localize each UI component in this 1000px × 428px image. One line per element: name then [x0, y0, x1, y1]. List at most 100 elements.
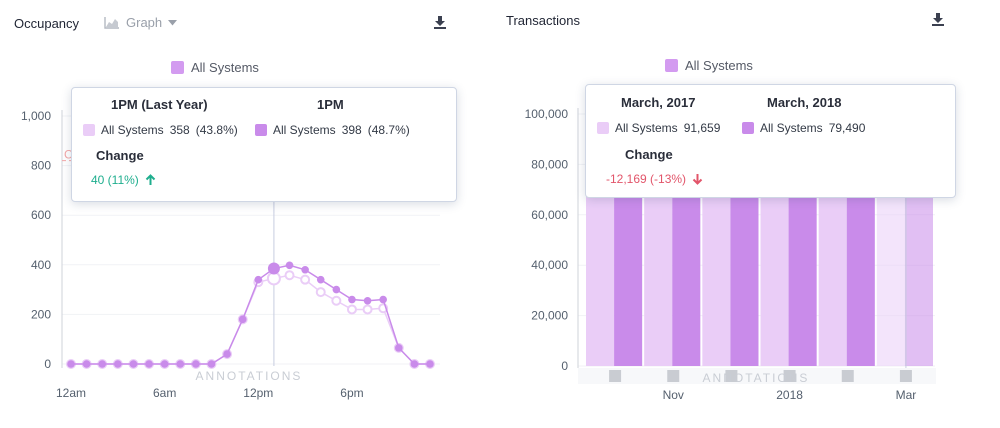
tooltip-left-value: 91,659 [683, 121, 721, 135]
y-tick-label: 600 [31, 208, 51, 222]
current-point [98, 360, 107, 368]
tooltip-left-row: All Systems 91,659 [597, 121, 720, 135]
current-point [316, 275, 325, 284]
occupancy-legend[interactable]: All Systems [171, 60, 259, 75]
annotation-marker [667, 370, 680, 382]
tooltip-right-value: 398 [341, 123, 362, 137]
current-point [176, 360, 185, 368]
x-tick-label: Mar [896, 388, 917, 402]
current-point [254, 275, 263, 284]
annotation-marker [841, 370, 854, 382]
transactions-chart[interactable]: 0 20,000 40,000 60,000 80,000 100,000 ANNOTATI… [490, 0, 1000, 428]
legend-swatch [665, 59, 678, 72]
legend-label: All Systems [191, 60, 259, 75]
y-tick-label: 100,000 [525, 107, 569, 121]
current-point [145, 360, 153, 368]
occupancy-panel: Occupancy Graph All Systems 0 200 400 600 80… [0, 0, 470, 428]
current-point [379, 295, 387, 304]
y-tick-label: 200 [31, 307, 51, 321]
current-point [223, 350, 231, 358]
tooltip-change-label: Change [96, 148, 144, 163]
current-point [238, 315, 247, 324]
view-select-label: Graph [126, 15, 163, 30]
annotation-marker [899, 370, 912, 382]
current-point [332, 285, 341, 294]
current-point [363, 296, 372, 305]
tooltip-right-value: 79,490 [828, 121, 866, 135]
y-tick-label: 400 [31, 258, 51, 272]
view-select-dropdown[interactable]: Graph [104, 15, 178, 30]
current-point [129, 360, 138, 368]
x-tick-label: 6pm [340, 386, 363, 400]
tooltip-right-header: March, 2018 [767, 95, 842, 110]
tooltip-left-series: All Systems [101, 123, 164, 137]
y-tick-label: 800 [31, 159, 51, 173]
download-icon[interactable] [931, 12, 945, 26]
current-point [394, 344, 403, 352]
last-year-point [331, 295, 342, 306]
current-point [82, 360, 91, 368]
transactions-tooltip: March, 2017 March, 2018 All Systems 91,6… [585, 84, 956, 198]
current-bar [846, 189, 875, 366]
current-bar [788, 173, 817, 366]
transactions-title: Transactions [506, 13, 580, 28]
tooltip-change-row: 40 (11%) [91, 173, 156, 187]
current-point [285, 261, 294, 270]
last-year-bar [818, 169, 847, 366]
y-tick-label: 0 [561, 359, 568, 373]
current-bar [904, 165, 933, 366]
download-icon[interactable] [433, 15, 447, 29]
area-chart-icon [104, 17, 119, 29]
current-point [301, 265, 309, 274]
occupancy-title: Occupancy [14, 16, 80, 31]
tooltip-change-value: -12,169 (-13%) [606, 172, 687, 186]
legend-label: All Systems [685, 58, 753, 73]
last-year-series-line [71, 274, 430, 365]
tooltip-right-header: 1PM [317, 97, 344, 112]
y-tick-label: 20,000 [531, 309, 568, 323]
x-tick-label: Nov [663, 388, 684, 402]
caret-down-icon [168, 19, 178, 25]
tooltip-change-value: 40 (11%) [91, 173, 139, 187]
tooltip-right-pct: (48.7%) [367, 123, 410, 137]
last-year-point [284, 270, 295, 281]
x-tick-label: 12am [56, 386, 86, 400]
current-point [426, 360, 434, 368]
annotation-marker [783, 370, 796, 382]
current-point [160, 360, 169, 368]
last-year-point [315, 287, 326, 298]
last-year-point [362, 304, 373, 315]
tooltip-right-series: All Systems [273, 123, 336, 137]
transactions-panel: Transactions All Systems 0 20,000 40,000 60… [490, 0, 1000, 428]
tooltip-change-label: Change [625, 147, 673, 162]
tooltip-right-series: All Systems [760, 121, 823, 135]
arrow-down-icon [692, 174, 703, 185]
tooltip-left-series: All Systems [615, 121, 678, 135]
occupancy-chart[interactable]: 02004006008001,000CapaANNOTATIONS12am6am… [0, 0, 470, 428]
current-swatch [742, 122, 754, 134]
transactions-legend[interactable]: All Systems [665, 58, 753, 73]
tooltip-left-header: 1PM (Last Year) [111, 97, 208, 112]
last-year-point [346, 304, 357, 315]
current-point [410, 360, 419, 368]
y-tick-label: 60,000 [531, 208, 568, 222]
legend-swatch [171, 61, 184, 74]
current-point [267, 262, 280, 275]
y-tick-label: 40,000 [531, 258, 568, 272]
annotation-marker [609, 370, 622, 382]
current-point [67, 360, 75, 368]
current-point [192, 360, 200, 368]
annotations-label: ANNOTATIONS [703, 371, 810, 385]
tooltip-right-row: All Systems 398 (48.7%) [255, 123, 410, 137]
current-point [207, 360, 216, 368]
occupancy-tooltip: 1PM (Last Year) 1PM All Systems 358 (43.… [71, 87, 457, 202]
y-tick-label: 80,000 [531, 157, 568, 171]
arrow-up-icon [145, 174, 156, 185]
tooltip-change-row: -12,169 (-13%) [606, 172, 703, 186]
annotations-label: ANNOTATIONS [196, 369, 303, 383]
x-tick-label: 2018 [776, 388, 803, 402]
current-swatch [255, 124, 267, 136]
annotation-marker [725, 370, 738, 382]
current-point [114, 360, 122, 368]
tooltip-left-header: March, 2017 [621, 95, 696, 110]
